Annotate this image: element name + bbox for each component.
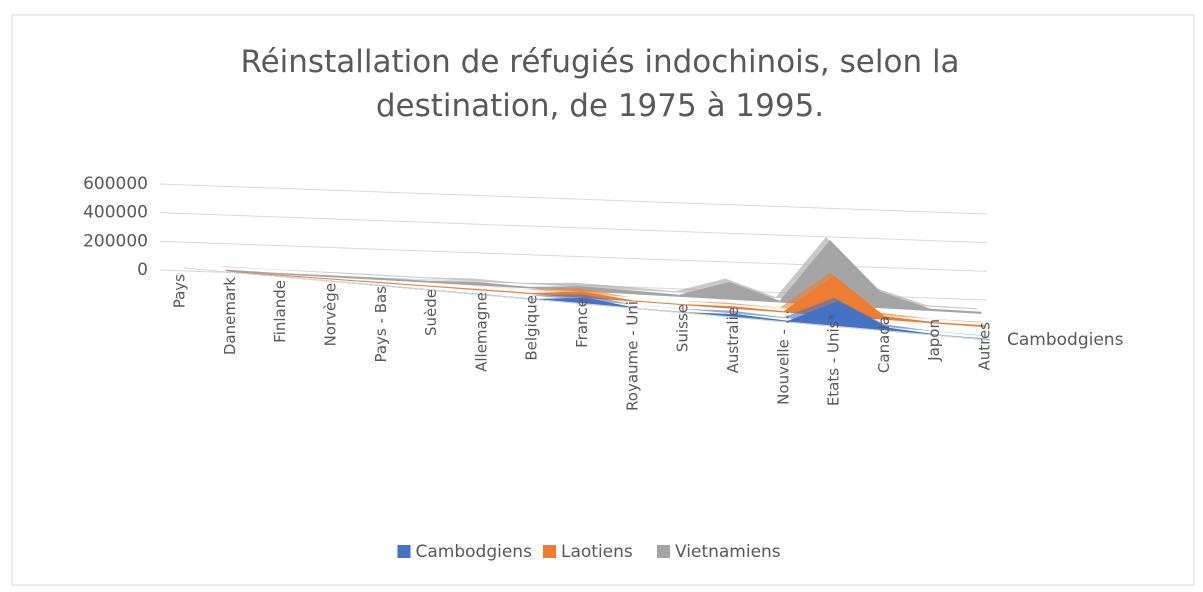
x-tick-label: Danemark: [221, 277, 239, 355]
x-tick-label: Nouvelle - ...: [774, 310, 792, 405]
x-tick-label: Finlande: [271, 280, 289, 343]
x-tick-label: France: [573, 298, 591, 348]
area-depth: [230, 268, 986, 336]
legend: Cambodgiens Laotiens Vietnamiens: [397, 542, 781, 562]
chart-title: Réinstallation de réfugiés indochinois, …: [240, 44, 959, 124]
legend-swatch: [543, 545, 556, 558]
x-tick-label: Autres: [976, 322, 994, 371]
legend-label: Cambodgiens: [416, 542, 533, 562]
legend-swatch: [397, 545, 411, 558]
y-tick-label: 200000: [83, 231, 148, 251]
x-tick-label: Suède: [422, 289, 440, 336]
area: [225, 240, 982, 314]
y-tick-label: 600000: [83, 174, 148, 194]
x-tick-label: Pays - Bas: [372, 286, 390, 363]
x-tick-label: Allemagne: [472, 292, 490, 372]
legend-label: Vietnamiens: [675, 542, 781, 562]
legend-label: Laotiens: [561, 542, 633, 562]
x-tick-label: Etats - Unis*: [825, 313, 843, 407]
plot-area: 0 200000 400000 600000 Cambodgiens Pays Danema…: [83, 174, 1123, 411]
x-tick-label: Japon: [925, 319, 943, 362]
depth-axis-label: Cambodgiens: [1007, 330, 1124, 350]
x-tick-label: Royaume - Uni: [623, 301, 641, 411]
x-tick-label: Australie: [724, 307, 742, 373]
floor-edge: [183, 267, 990, 341]
x-tick-label: Suisse: [674, 304, 692, 352]
x-tick-label: Canada: [875, 316, 893, 373]
y-tick-label: 0: [137, 260, 148, 280]
grid-line: [159, 183, 988, 215]
y-tick-label: 400000: [83, 203, 148, 223]
x-tick-label: Pays: [171, 274, 189, 308]
legend-swatch: [657, 545, 670, 558]
x-tick-label: Belgique: [523, 295, 541, 361]
x-tick-label: Norvège: [321, 283, 339, 346]
grid-line: [159, 212, 988, 244]
